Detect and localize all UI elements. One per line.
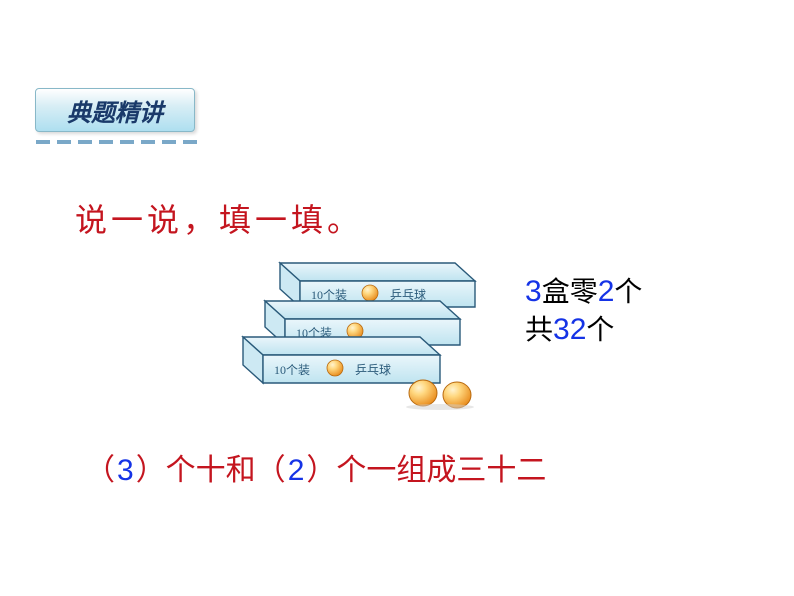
svg-text:10个装: 10个装 <box>274 363 310 377</box>
dash <box>120 140 134 144</box>
count-text: 共 <box>525 315 553 346</box>
sentence-part: （ <box>85 454 115 487</box>
dash <box>183 140 197 144</box>
dash <box>57 140 71 144</box>
count-line-2: 共32个 <box>525 308 614 348</box>
svg-text:10个装: 10个装 <box>311 288 347 302</box>
count-extra-number: 2 <box>598 275 615 308</box>
count-text: 盒零 <box>542 277 598 308</box>
count-text: 个 <box>586 315 614 346</box>
ones-number: 2 <box>286 454 307 487</box>
ball-shadow <box>406 404 474 410</box>
ball-icon <box>409 380 437 406</box>
dash <box>141 140 155 144</box>
tens-number: 3 <box>115 454 136 487</box>
count-boxes-number: 3 <box>525 275 542 308</box>
sentence-part: ）个一组成三十二 <box>306 454 546 487</box>
section-badge: 典题精讲 <box>35 88 195 132</box>
svg-text:乒乓球: 乒乓球 <box>355 363 391 377</box>
boxes-illustration: 10个装 乒乓球 10个装 10个装 乒乓球 <box>225 255 505 410</box>
dash <box>162 140 176 144</box>
count-text: 个 <box>614 277 642 308</box>
box-front: 10个装 乒乓球 <box>243 337 440 383</box>
dash <box>78 140 92 144</box>
dash <box>36 140 50 144</box>
count-total-number: 32 <box>553 313 586 346</box>
sentence-part: ）个十和（ <box>136 454 286 487</box>
dash <box>99 140 113 144</box>
count-line-1: 3盒零2个 <box>525 270 642 310</box>
svg-text:乒乓球: 乒乓球 <box>390 288 426 302</box>
badge-underline-dashes <box>36 140 197 144</box>
composition-sentence: （3）个十和（2）个一组成三十二 <box>85 445 546 489</box>
badge-label: 典题精讲 <box>67 93 163 128</box>
instruction-text: 说一说，填一填。 <box>75 195 363 241</box>
